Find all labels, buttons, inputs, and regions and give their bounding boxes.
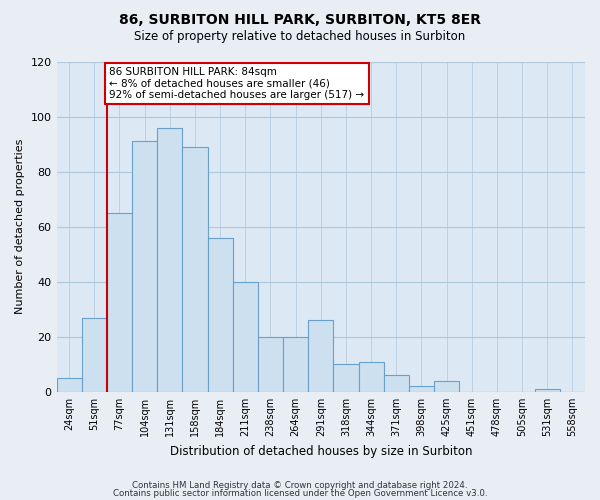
Bar bbox=[434, 381, 459, 392]
Bar bbox=[233, 282, 258, 392]
Y-axis label: Number of detached properties: Number of detached properties bbox=[15, 139, 25, 314]
Text: Contains HM Land Registry data © Crown copyright and database right 2024.: Contains HM Land Registry data © Crown c… bbox=[132, 481, 468, 490]
X-axis label: Distribution of detached houses by size in Surbiton: Distribution of detached houses by size … bbox=[170, 444, 472, 458]
Text: 86 SURBITON HILL PARK: 84sqm
← 8% of detached houses are smaller (46)
92% of sem: 86 SURBITON HILL PARK: 84sqm ← 8% of det… bbox=[109, 67, 365, 100]
Bar bbox=[409, 386, 434, 392]
Bar bbox=[56, 378, 82, 392]
Text: 86, SURBITON HILL PARK, SURBITON, KT5 8ER: 86, SURBITON HILL PARK, SURBITON, KT5 8E… bbox=[119, 12, 481, 26]
Bar bbox=[82, 318, 107, 392]
Bar bbox=[334, 364, 359, 392]
Bar bbox=[383, 376, 409, 392]
Bar bbox=[535, 389, 560, 392]
Bar bbox=[258, 337, 283, 392]
Bar bbox=[157, 128, 182, 392]
Text: Size of property relative to detached houses in Surbiton: Size of property relative to detached ho… bbox=[134, 30, 466, 43]
Bar bbox=[283, 337, 308, 392]
Bar bbox=[359, 362, 383, 392]
Bar bbox=[182, 147, 208, 392]
Bar bbox=[308, 320, 334, 392]
Bar bbox=[107, 213, 132, 392]
Text: Contains public sector information licensed under the Open Government Licence v3: Contains public sector information licen… bbox=[113, 488, 487, 498]
Bar bbox=[132, 142, 157, 392]
Bar bbox=[208, 238, 233, 392]
